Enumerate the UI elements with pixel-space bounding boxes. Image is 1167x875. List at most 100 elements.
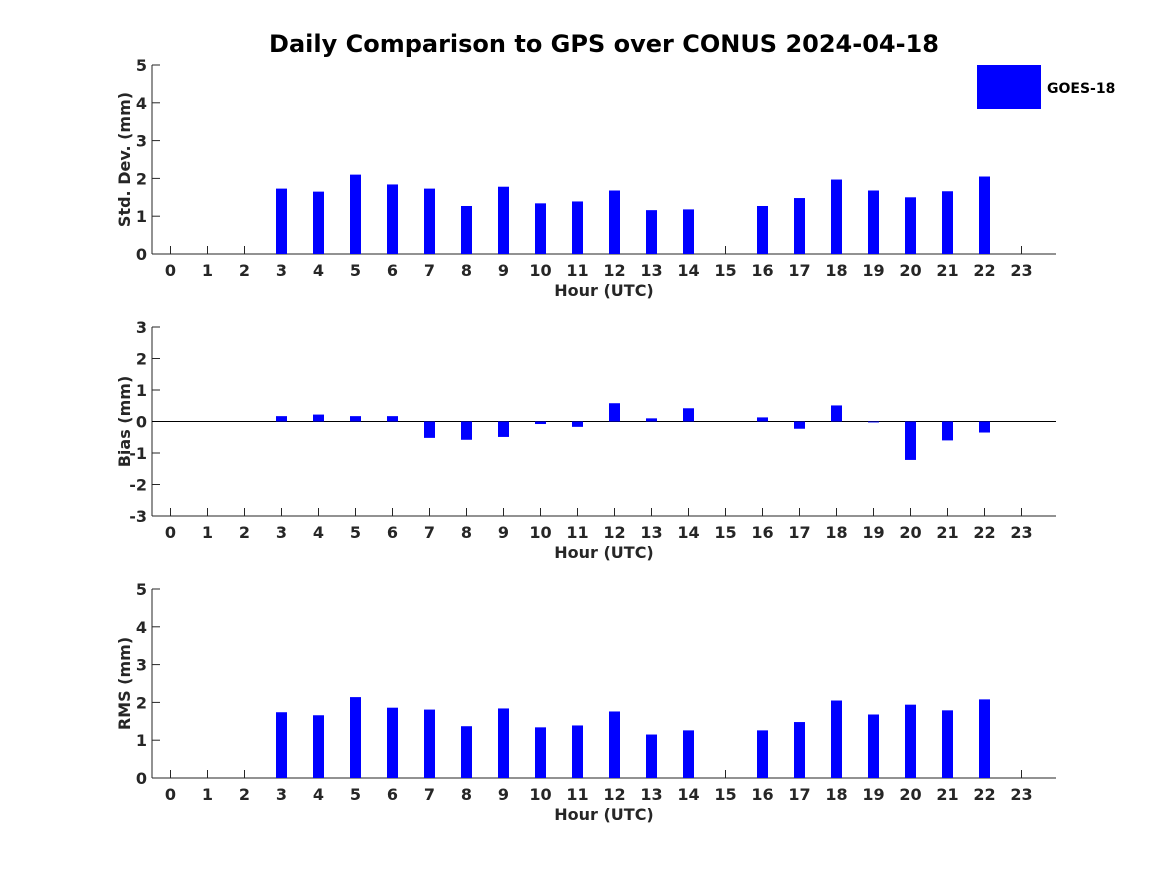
bar-rms-hour-7	[424, 709, 435, 778]
y-tick-label: 2	[136, 350, 147, 369]
bar-stddev-hour-22	[979, 176, 990, 254]
x-tick-label: 3	[276, 523, 287, 542]
bar-rms-hour-22	[979, 699, 990, 778]
bar-stddev-hour-9	[498, 186, 509, 254]
y-tick-label: 0	[136, 245, 147, 264]
bar-rms-hour-5	[350, 697, 361, 778]
bar-bias-hour-19	[868, 421, 879, 423]
x-tick-label: 3	[276, 261, 287, 280]
x-tick-label: 3	[276, 785, 287, 804]
x-tick-label: 1	[202, 261, 213, 280]
bar-stddev-hour-4	[313, 191, 324, 254]
x-tick-label: 1	[202, 785, 213, 804]
bar-stddev-hour-6	[387, 184, 398, 254]
bar-stddev-hour-19	[868, 190, 879, 254]
y-tick-label: 3	[136, 318, 147, 337]
x-tick-label: 10	[529, 523, 551, 542]
x-tick-label: 8	[461, 261, 472, 280]
x-tick-label: 4	[313, 785, 324, 804]
x-tick-label: 8	[461, 785, 472, 804]
x-tick-label: 18	[825, 523, 847, 542]
bar-bias-hour-20	[905, 421, 916, 460]
bar-bias-hour-4	[313, 414, 324, 422]
x-tick-label: 6	[387, 523, 398, 542]
y-tick-label: 1	[136, 381, 147, 400]
bar-stddev-hour-13	[646, 210, 657, 254]
bar-rms-hour-8	[461, 726, 472, 778]
x-tick-label: 19	[862, 523, 884, 542]
bar-rms-hour-17	[794, 722, 805, 778]
bar-rms-hour-4	[313, 715, 324, 778]
x-tick-label: 0	[165, 523, 176, 542]
x-tick-label: 14	[677, 261, 699, 280]
bar-bias-hour-10	[535, 421, 546, 425]
x-tick-label: 4	[313, 261, 324, 280]
x-tick-label: 16	[751, 261, 773, 280]
bar-bias-hour-9	[498, 421, 509, 437]
x-tick-label: 11	[566, 523, 588, 542]
bar-rms-hour-14	[683, 730, 694, 778]
x-tick-label: 15	[714, 261, 736, 280]
x-tick-label: 17	[788, 261, 810, 280]
y-tick-label: -1	[129, 444, 147, 463]
bar-rms-hour-13	[646, 734, 657, 778]
bar-rms-hour-6	[387, 707, 398, 778]
bar-rms-hour-3	[276, 712, 287, 778]
y-tick-label: 2	[136, 169, 147, 188]
bar-stddev-hour-21	[942, 191, 953, 254]
bar-rms-hour-16	[757, 730, 768, 778]
x-tick-label: 13	[640, 261, 662, 280]
x-tick-label: 0	[165, 785, 176, 804]
bar-bias-hour-18	[831, 405, 842, 422]
y-axis-label: Bias (mm)	[115, 376, 134, 468]
bar-bias-hour-16	[757, 417, 768, 422]
bar-stddev-hour-17	[794, 198, 805, 254]
bar-stddev-hour-16	[757, 205, 768, 254]
bar-rms-hour-10	[535, 727, 546, 778]
bar-stddev-hour-11	[572, 201, 583, 254]
bar-bias-hour-17	[794, 421, 805, 429]
bar-bias-hour-22	[979, 421, 990, 433]
bar-bias-hour-14	[683, 408, 694, 422]
bar-rms-hour-9	[498, 708, 509, 778]
bar-rms-hour-18	[831, 700, 842, 778]
x-tick-label: 15	[714, 785, 736, 804]
x-axis-label: Hour (UTC)	[554, 281, 654, 300]
x-tick-label: 7	[424, 261, 435, 280]
y-tick-label: 1	[136, 207, 147, 226]
chart-title: Daily Comparison to GPS over CONUS 2024-…	[269, 30, 939, 58]
x-tick-label: 17	[788, 785, 810, 804]
bar-stddev-hour-14	[683, 209, 694, 254]
legend: GOES-18	[977, 65, 1115, 109]
bar-stddev-hour-18	[831, 179, 842, 254]
bar-bias-hour-21	[942, 421, 953, 441]
x-tick-label: 12	[603, 785, 625, 804]
x-tick-label: 0	[165, 261, 176, 280]
x-tick-label: 15	[714, 523, 736, 542]
x-tick-label: 9	[498, 523, 509, 542]
y-tick-label: -3	[129, 507, 147, 526]
x-tick-label: 20	[899, 523, 921, 542]
x-axis-label: Hour (UTC)	[554, 543, 654, 562]
bar-bias-hour-13	[646, 418, 657, 422]
x-tick-label: 19	[862, 785, 884, 804]
x-axis-label: Hour (UTC)	[554, 805, 654, 824]
bar-rms-hour-20	[905, 704, 916, 778]
x-tick-label: 22	[973, 523, 995, 542]
legend-label-goes-18: GOES-18	[1047, 81, 1115, 97]
y-axis-label: Std. Dev. (mm)	[115, 92, 134, 227]
y-tick-label: 3	[136, 132, 147, 151]
y-tick-label: 2	[136, 693, 147, 712]
bar-bias-hour-11	[572, 421, 583, 427]
bar-bias-hour-6	[387, 416, 398, 422]
x-tick-label: 6	[387, 261, 398, 280]
x-tick-label: 16	[751, 523, 773, 542]
bar-stddev-hour-3	[276, 188, 287, 254]
x-tick-label: 12	[603, 523, 625, 542]
x-tick-label: 21	[936, 261, 958, 280]
y-tick-label: 4	[136, 618, 147, 637]
x-tick-label: 1	[202, 523, 213, 542]
